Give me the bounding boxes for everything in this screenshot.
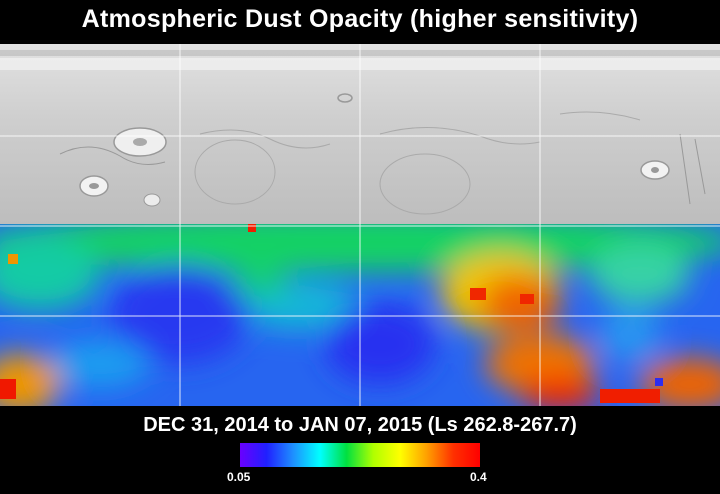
date-range-label: DEC 31, 2014 to JAN 07, 2015 (Ls 262.8-2… xyxy=(143,414,577,436)
colorbar xyxy=(240,443,480,467)
colorbar-max-label: 0.4 xyxy=(470,470,487,484)
lat-long-grid xyxy=(0,44,720,406)
map-canvas xyxy=(0,44,720,406)
colorbar-min-label: 0.05 xyxy=(227,470,251,484)
colorbar-gradient xyxy=(240,443,480,467)
map-title: Atmospheric Dust Opacity (higher sensiti… xyxy=(81,5,639,33)
dust-hotspots xyxy=(0,224,663,403)
dust-opacity-map xyxy=(0,44,720,406)
